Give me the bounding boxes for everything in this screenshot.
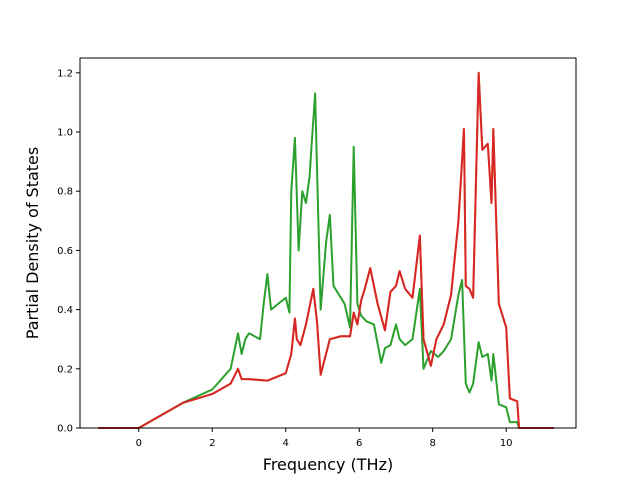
y-tick-label: 0.0 bbox=[57, 424, 73, 435]
plot-frame bbox=[79, 57, 577, 429]
x-tick-label: 10 bbox=[500, 438, 513, 449]
x-tick-label: 2 bbox=[209, 438, 215, 449]
x-axis-title: Frequency (THz) bbox=[263, 455, 393, 474]
y-tick-label: 0.6 bbox=[57, 246, 73, 257]
y-axis: 0.0 0.2 0.4 0.6 0.8 1.0 1.2 bbox=[57, 68, 80, 435]
x-axis: 0 2 4 6 8 10 bbox=[136, 428, 513, 449]
x-tick-label: 0 bbox=[136, 438, 142, 449]
y-tick-label: 0.2 bbox=[57, 364, 73, 375]
x-tick-label: 4 bbox=[283, 438, 289, 449]
y-tick-label: 0.8 bbox=[57, 187, 73, 198]
y-axis-title: Partial Density of States bbox=[23, 147, 42, 339]
x-tick-label: 8 bbox=[430, 438, 436, 449]
plot-lines bbox=[98, 71, 554, 429]
y-tick-label: 1.2 bbox=[57, 68, 73, 79]
x-tick-label: 6 bbox=[356, 438, 362, 449]
y-tick-label: 0.4 bbox=[57, 305, 73, 316]
series-line-3 bbox=[98, 71, 554, 429]
y-tick-label: 1.0 bbox=[57, 128, 73, 139]
